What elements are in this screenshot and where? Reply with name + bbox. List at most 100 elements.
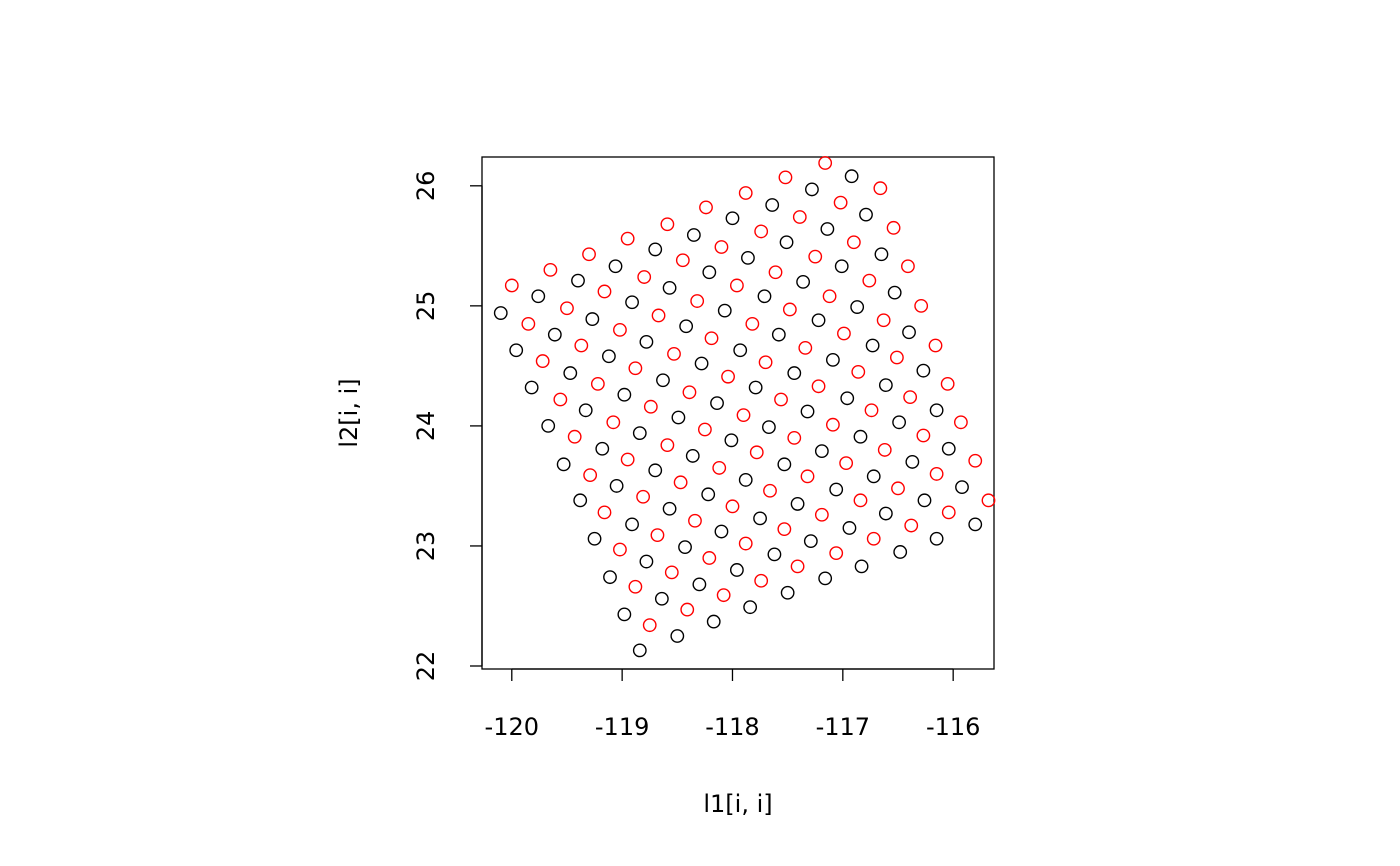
- point: [779, 235, 794, 250]
- point: [660, 438, 675, 453]
- point: [702, 265, 717, 280]
- point: [608, 259, 623, 274]
- point: [667, 346, 681, 361]
- point: [968, 453, 983, 468]
- point: [780, 585, 795, 600]
- point: [733, 343, 748, 358]
- point: [866, 531, 881, 546]
- point: [650, 528, 665, 543]
- point: [585, 312, 600, 326]
- point: [768, 265, 783, 280]
- point: [556, 457, 571, 472]
- point: [697, 422, 712, 437]
- point: [617, 607, 632, 622]
- point: [628, 579, 643, 594]
- point: [688, 513, 702, 528]
- point: [981, 493, 996, 508]
- point: [613, 542, 627, 557]
- point: [673, 475, 688, 490]
- point: [874, 247, 889, 262]
- point: [901, 259, 915, 274]
- point: [777, 522, 792, 537]
- point: [876, 313, 891, 328]
- point: [929, 531, 944, 546]
- point: [800, 404, 815, 419]
- point: [628, 361, 643, 376]
- x-axis-title: l1[i, i]: [703, 790, 772, 818]
- point: [903, 390, 918, 404]
- point: [597, 284, 612, 299]
- point: [639, 334, 654, 349]
- y-tick-label: 26: [412, 171, 440, 202]
- point: [603, 570, 617, 585]
- point: [567, 429, 582, 444]
- point: [632, 643, 647, 658]
- point: [893, 545, 908, 559]
- point: [829, 546, 844, 561]
- point: [675, 253, 690, 268]
- point: [829, 482, 844, 497]
- point: [820, 222, 835, 236]
- point: [578, 403, 593, 418]
- y-axis-title: l2[i, i]: [335, 378, 363, 447]
- point: [671, 410, 686, 425]
- point: [725, 211, 740, 226]
- point: [712, 461, 727, 475]
- point: [866, 469, 881, 484]
- point: [632, 426, 647, 441]
- point: [714, 524, 729, 539]
- point: [955, 480, 969, 495]
- point: [642, 618, 657, 633]
- point: [543, 262, 558, 277]
- point: [814, 507, 829, 522]
- point: [811, 379, 826, 394]
- point: [825, 417, 840, 432]
- point: [837, 326, 851, 341]
- x-tick-label: -119: [595, 713, 649, 741]
- point: [839, 456, 854, 471]
- point: [754, 573, 769, 588]
- x-tick-label: -116: [926, 713, 980, 741]
- point: [774, 392, 788, 407]
- point: [777, 457, 792, 472]
- point: [590, 376, 605, 391]
- point: [853, 429, 868, 444]
- point: [625, 295, 639, 310]
- point: [929, 467, 944, 481]
- point: [778, 170, 793, 185]
- point: [873, 181, 888, 196]
- point: [701, 487, 716, 502]
- point: [660, 217, 675, 232]
- point: [771, 327, 786, 342]
- point: [710, 396, 724, 410]
- point: [850, 300, 865, 314]
- point: [916, 428, 931, 443]
- point: [685, 449, 700, 463]
- point: [862, 273, 877, 288]
- point: [686, 228, 701, 242]
- point: [902, 325, 916, 340]
- point: [941, 505, 956, 520]
- point: [741, 250, 755, 265]
- point: [639, 554, 654, 569]
- point: [940, 376, 955, 391]
- point: [662, 501, 677, 516]
- point: [606, 415, 621, 430]
- point: [729, 563, 744, 577]
- point: [782, 302, 797, 317]
- point: [757, 289, 772, 304]
- point: [620, 452, 635, 467]
- point: [595, 441, 610, 456]
- point: [851, 364, 866, 379]
- point: [582, 247, 596, 262]
- point: [521, 316, 536, 331]
- x-tick-label: -120: [485, 713, 539, 741]
- point: [805, 182, 819, 197]
- point: [736, 408, 751, 423]
- point: [662, 280, 677, 295]
- point: [725, 499, 740, 514]
- point: [636, 489, 651, 504]
- point: [560, 301, 574, 316]
- point: [729, 278, 744, 293]
